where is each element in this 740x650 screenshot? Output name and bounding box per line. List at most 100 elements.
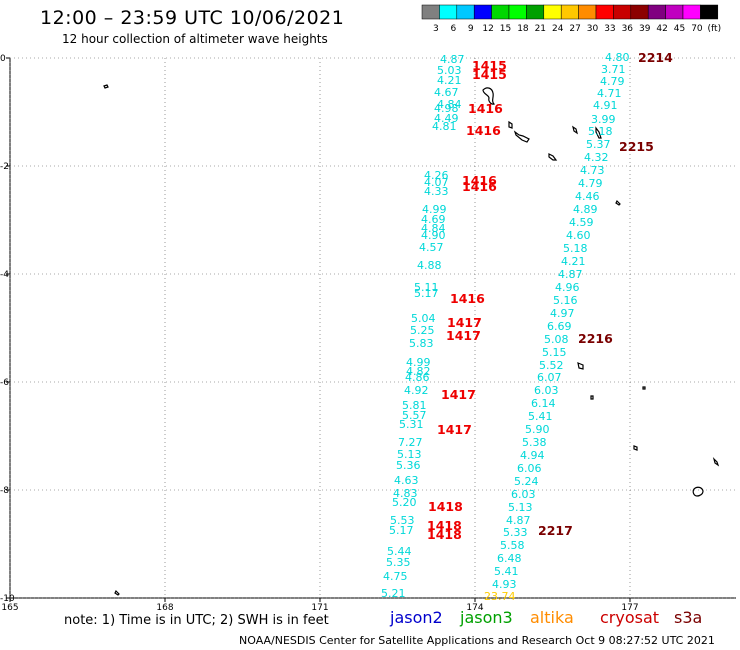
- time-label: 2216: [578, 331, 613, 346]
- satellite-jason3-label: jason3: [460, 608, 513, 627]
- lat-tick-label: -6: [0, 378, 9, 388]
- wave-height-value: 5.21: [381, 587, 406, 600]
- wave-height-value: 4.87: [440, 53, 465, 66]
- wave-height-value: 4.92: [404, 384, 429, 397]
- legend-label: 6: [450, 24, 456, 34]
- satellite-cryosat-label: cryosat: [600, 608, 660, 627]
- wave-height-value-high: 23.74: [484, 590, 516, 603]
- wave-height-value: 4.59: [569, 216, 594, 229]
- wave-height-value: 3.99: [591, 113, 616, 126]
- time-label: 1418: [427, 518, 462, 533]
- wave-height-value: 4.94: [520, 449, 545, 462]
- wave-height-value: 4.83: [393, 487, 418, 500]
- lat-tick-label: -10: [0, 594, 15, 604]
- wave-height-value: 7.27: [398, 436, 423, 449]
- wave-height-value: 5.58: [500, 539, 525, 552]
- legend-label: 36: [622, 24, 634, 34]
- wave-height-value: 5.35: [386, 556, 411, 569]
- wave-height-value: 4.71: [597, 87, 622, 100]
- wave-height-value: 4.57: [419, 241, 444, 254]
- wave-height-value: 4.84: [437, 98, 462, 111]
- wave-height-value: 3.71: [601, 63, 626, 76]
- wave-height-value: 5.13: [397, 448, 422, 461]
- wave-height-value: 5.18: [588, 125, 613, 138]
- wave-height-value: 5.44: [387, 545, 412, 558]
- legend-label: 18: [517, 24, 529, 34]
- wave-height-value: 6.03: [534, 384, 559, 397]
- wave-height-value: 5.41: [528, 410, 553, 423]
- legend-swatch: [560, 4, 579, 20]
- legend-label: 30: [587, 24, 599, 34]
- time-label: 1417: [447, 315, 482, 330]
- wave-height-value: 5.36: [396, 459, 421, 472]
- wave-height-value: 5.15: [542, 346, 567, 359]
- wave-height-value: 4.80: [605, 51, 630, 64]
- island-shape: [712, 457, 720, 467]
- wave-height-value: 5.31: [399, 418, 424, 431]
- wave-height-value: 4.99: [406, 356, 431, 369]
- lat-tick-label: -2: [0, 162, 9, 172]
- time-label: 1415: [472, 67, 507, 82]
- wave-height-value: 5.20: [392, 496, 417, 509]
- wave-height-value: 4.73: [580, 164, 605, 177]
- lon-tick-label: 165: [1, 603, 18, 610]
- time-label: 1416: [450, 291, 485, 306]
- wave-height-value: 4.96: [555, 281, 580, 294]
- legend-label: 42: [656, 24, 667, 34]
- wave-height-value: 4.21: [561, 255, 586, 268]
- wave-height-value: 4.79: [600, 75, 625, 88]
- legend-swatch: [439, 4, 458, 20]
- lon-tick-label: 177: [621, 603, 638, 610]
- wave-height-value: 5.13: [508, 501, 533, 514]
- island-shape: [114, 589, 120, 596]
- legend-swatch: [508, 4, 527, 20]
- island-shape: [633, 445, 638, 451]
- wave-height-value: 4.84: [421, 222, 446, 235]
- wave-height-value: 4.46: [575, 190, 600, 203]
- island-shape: [595, 126, 602, 139]
- wave-height-value: 6.14: [531, 397, 556, 410]
- legend-label: 27: [569, 24, 580, 34]
- island-shape: [508, 120, 513, 129]
- wave-height-value: 5.38: [522, 436, 547, 449]
- time-label: 1416: [466, 123, 501, 138]
- island-shape: [513, 130, 530, 143]
- legend-label: 9: [468, 24, 474, 34]
- wave-height-value: 5.24: [514, 475, 539, 488]
- legend-swatch: [578, 4, 597, 20]
- wave-height-value: 5.03: [437, 64, 462, 77]
- wave-height-value: 5.08: [544, 333, 569, 346]
- lon-tick-label: 171: [311, 603, 328, 610]
- wave-height-value: 4.32: [584, 151, 609, 164]
- island-shape: [103, 84, 109, 89]
- wave-height-value: 4.93: [492, 578, 517, 591]
- legend-swatch: [647, 4, 666, 20]
- wave-height-value: 4.07: [424, 176, 449, 189]
- legend-label: 12: [482, 24, 493, 34]
- wave-height-value: 4.98: [434, 102, 459, 115]
- time-label: 1418: [428, 499, 463, 514]
- wave-height-value: 5.83: [409, 337, 434, 350]
- page-subtitle: 12 hour collection of altimeter wave hei…: [62, 32, 328, 46]
- lat-tick-label: -8: [0, 486, 9, 496]
- island-shape: [482, 87, 496, 105]
- legend-label: 39: [639, 24, 651, 34]
- wave-height-value: 4.87: [506, 514, 531, 527]
- legend-swatch: [665, 4, 684, 20]
- island-shape: [642, 386, 646, 390]
- legend-label: (ft): [708, 24, 722, 34]
- wave-height-value: 4.67: [434, 86, 459, 99]
- wave-height-value: 5.53: [390, 514, 415, 527]
- island-shape: [590, 395, 594, 400]
- wave-height-value: 4.63: [394, 474, 419, 487]
- time-label: 1417: [441, 387, 476, 402]
- page-title: 12:00 – 23:59 UTC 10/06/2021: [40, 7, 345, 29]
- island-shape: [692, 486, 704, 497]
- lon-tick-label: 168: [156, 603, 173, 610]
- lat-tick-label: 0: [0, 54, 6, 64]
- legend-swatch: [491, 4, 510, 20]
- time-label: 2214: [638, 50, 673, 65]
- satellite-altika-label: altika: [530, 608, 574, 627]
- legend-label: 3: [433, 24, 439, 34]
